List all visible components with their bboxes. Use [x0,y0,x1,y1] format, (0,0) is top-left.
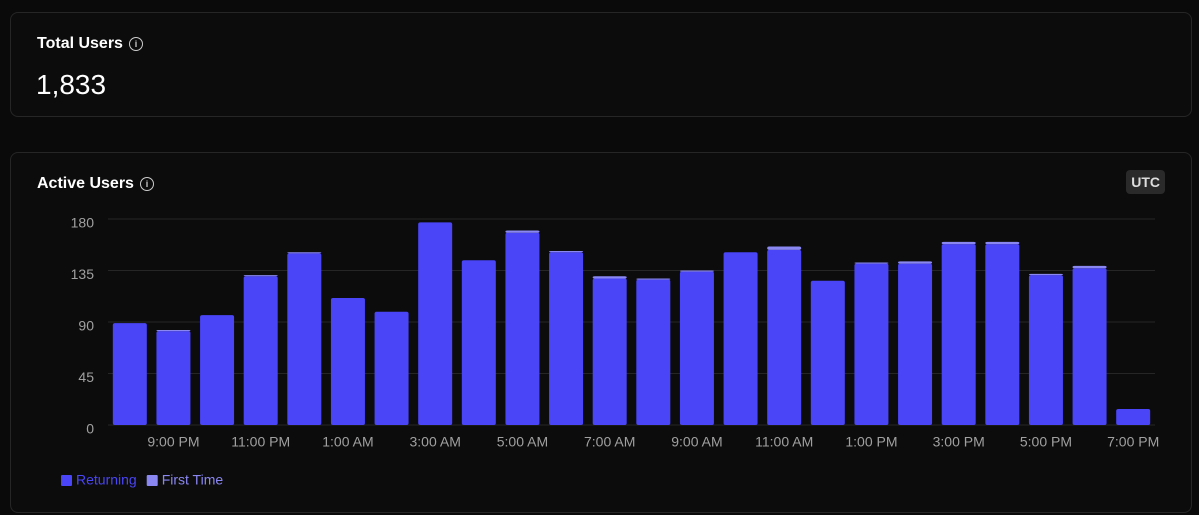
x-tick-label: 7:00 PM [1107,434,1159,450]
bar-segment [112,323,147,425]
bar-segment [767,246,802,250]
bar-segment [985,241,1020,245]
total-users-card: Total Users i 1,833 [10,12,1192,117]
title-text: Active Users [37,175,134,192]
bar-segment [679,270,714,272]
bar-segment [1072,265,1107,269]
bar-segment [898,261,933,264]
x-tick-label: 7:00 AM [584,434,635,450]
bar-segment [549,252,584,425]
bar-segment [854,263,889,425]
card-title: Active Users i [37,175,154,193]
bar-segment [549,251,584,253]
x-tick-label: 1:00 PM [845,434,897,450]
x-tick-label: 1:00 AM [322,434,373,450]
y-tick-label: 135 [71,266,95,282]
bar-segment [1116,408,1151,425]
x-tick-label: 9:00 AM [671,434,722,450]
timezone-badge[interactable]: UTC [1126,170,1165,194]
info-icon[interactable]: i [128,37,143,51]
bar-segment [854,262,889,264]
bar-segment [941,244,976,425]
legend-swatch [61,475,72,486]
bar-segment [810,280,845,425]
y-tick-label: 90 [78,318,94,334]
x-tick-label: 3:00 AM [410,434,461,450]
bar-segment [985,244,1020,425]
bar-segment [723,252,758,425]
bar-segment [287,252,322,254]
bar-segment [156,331,191,425]
legend-label[interactable]: Returning [76,472,137,488]
y-tick-label: 0 [86,421,94,437]
bar-segment [679,271,714,425]
x-tick-label: 9:00 PM [147,434,199,450]
bar-segment [592,278,627,425]
bar-segment [418,222,453,425]
x-tick-label: 3:00 PM [933,434,985,450]
bar-segment [243,276,278,425]
info-icon[interactable]: i [139,177,154,191]
bar-segment [767,249,802,425]
bar-segment [156,330,191,332]
bar-segment [374,311,409,425]
bar-segment [505,230,540,233]
x-tick-label: 5:00 PM [1020,434,1072,450]
bar-segment [1072,268,1107,425]
bar-segment [1028,273,1063,276]
x-tick-label: 11:00 PM [231,434,290,450]
bar-segment [636,279,671,425]
bar-segment [592,276,627,279]
bar-segment [505,232,540,425]
y-tick-label: 180 [71,215,95,231]
x-tick-label: 5:00 AM [497,434,548,450]
bar-segment [941,241,976,245]
y-tick-label: 45 [78,369,94,385]
card-title: Total Users i [37,35,143,53]
bar-segment [1028,275,1063,425]
bar-segment [287,253,322,425]
title-text: Total Users [37,35,123,52]
bar-segment [461,260,496,425]
bar-segment [200,315,235,425]
x-tick-label: 11:00 AM [755,434,813,450]
legend-swatch [146,475,158,486]
legend-label[interactable]: First Time [162,472,224,488]
bar-segment [330,297,365,425]
bar-segment [636,278,671,280]
bar-segment [243,275,278,277]
total-value: 1,833 [36,69,107,100]
bar-segment [898,263,933,425]
